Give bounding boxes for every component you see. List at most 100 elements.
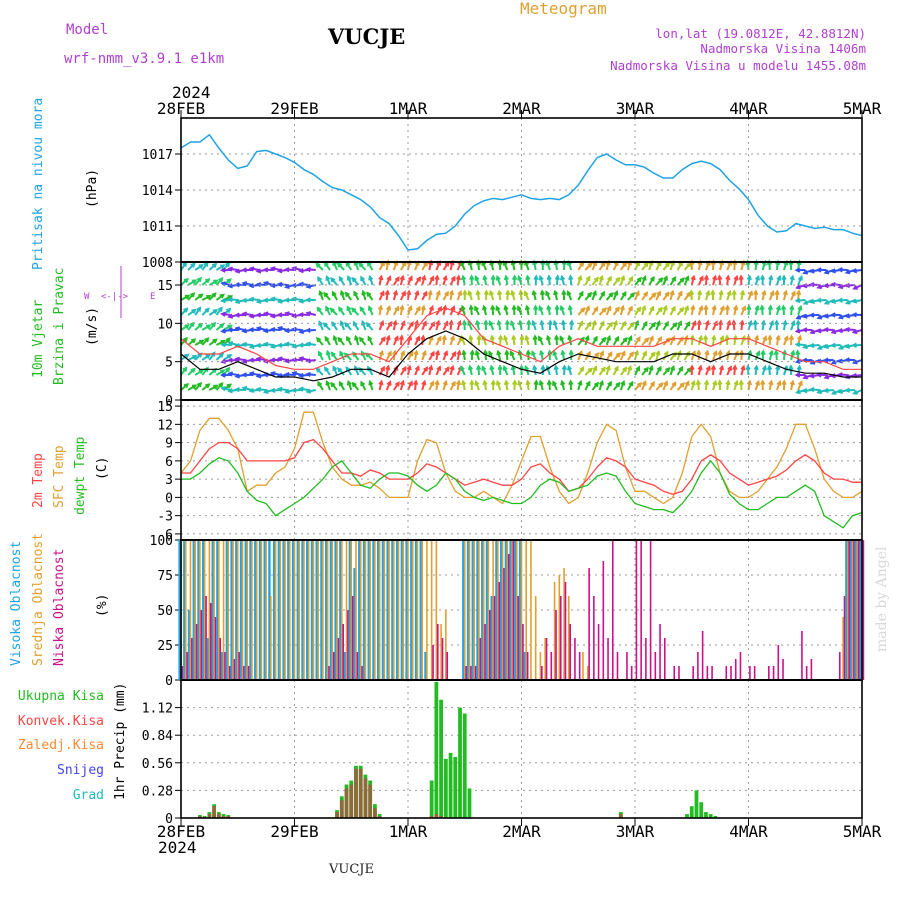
wind-arrowhead — [406, 364, 412, 371]
x-tick-label-bottom: 28FEB — [157, 822, 205, 841]
wind-arrowhead — [421, 274, 427, 281]
wind-arrowhead — [212, 309, 219, 314]
wind-arrowhead — [248, 296, 255, 302]
wind-arrowhead — [331, 321, 337, 327]
wind-arrowhead — [227, 266, 233, 272]
wind-arrowhead — [635, 365, 641, 372]
wind-arrowhead — [649, 275, 655, 282]
wind-arrowhead — [467, 289, 473, 296]
wind-arrowhead — [794, 297, 801, 304]
wind-arrowhead — [540, 364, 546, 370]
wind-arrowhead — [822, 327, 829, 333]
precip-conv-bar — [618, 814, 623, 818]
wind-arrowhead — [794, 341, 801, 348]
wind-arrowhead — [385, 364, 391, 371]
wind-arrowhead — [725, 379, 731, 386]
wind-arrowhead — [748, 290, 754, 296]
wind-arrowhead — [823, 283, 829, 289]
wind-arrowhead — [489, 364, 495, 371]
wind-arrowhead — [255, 312, 261, 318]
wind-arrowhead — [414, 365, 420, 371]
wind-arrowhead — [690, 379, 696, 386]
wind-arrowhead — [752, 319, 758, 325]
y-tick-label: 1014 — [142, 184, 173, 199]
wind-arrowhead — [739, 289, 746, 296]
wind-arrowhead — [196, 276, 202, 283]
wind-arrowhead — [802, 374, 808, 380]
wind-arrowhead — [483, 289, 489, 295]
pressure-line — [180, 133, 863, 251]
wind-arrowhead — [225, 337, 231, 343]
precip-total-bar — [713, 816, 718, 818]
wind-arrowhead — [346, 379, 352, 386]
wind-arrowhead — [698, 334, 703, 341]
plot-layer: 1008101110141017051015-6-303691215025507… — [142, 99, 882, 841]
precip-total-bar — [694, 790, 699, 818]
y-tick-label: -3 — [157, 510, 173, 525]
wind-arrowhead — [628, 275, 634, 282]
cloud-mid-label: Srednja Oblacnost — [31, 533, 46, 666]
wind-arrowhead — [338, 306, 343, 312]
wind-arrowhead — [482, 304, 488, 311]
sfc-temp-line — [180, 411, 863, 505]
wind-arrowhead — [559, 304, 565, 311]
wind-arrowhead — [598, 379, 604, 386]
wind-arrowhead — [212, 338, 218, 344]
x-tick-label-top: 4MAR — [729, 99, 768, 118]
wind-arrowhead — [704, 349, 710, 356]
wind-arrowhead — [339, 289, 345, 296]
wind-arrowhead — [844, 299, 851, 305]
wind-arrowhead — [330, 276, 336, 283]
wind-arrowhead — [703, 274, 710, 281]
wind-arrowhead — [331, 290, 337, 297]
y-tick-label: 0 — [165, 812, 173, 827]
wind-arrowhead — [442, 379, 448, 386]
wind-arrowhead — [503, 379, 510, 386]
precip-total-bar — [704, 812, 708, 818]
wind-arrowhead — [768, 379, 774, 386]
wind-arrowhead — [345, 366, 351, 372]
wind-arrowhead — [731, 289, 737, 295]
wind-arrowhead — [488, 320, 494, 326]
wind-arrowhead — [795, 284, 801, 290]
wind-arrowhead — [329, 307, 335, 313]
wind-arrowhead — [387, 350, 392, 357]
wind-arrowhead — [316, 336, 322, 343]
wind-arrowhead — [392, 289, 398, 296]
wind-arrowhead — [753, 364, 759, 371]
precip-unit: 1hr Precip (mm) — [113, 683, 128, 800]
wind-arrowhead — [808, 342, 815, 349]
wind-arrowhead — [361, 289, 367, 296]
wind-arrowhead — [255, 373, 262, 379]
wind-arrowhead — [226, 383, 233, 389]
wind-arrowhead — [291, 371, 297, 377]
wind-arrowhead — [482, 274, 488, 281]
y-tick-label: 6 — [165, 455, 173, 470]
wind-arrowhead — [753, 289, 759, 295]
wind-arrowhead — [298, 268, 304, 274]
wind-arrowhead — [183, 307, 189, 313]
wind-arrowhead — [546, 304, 552, 311]
wind-arrowhead — [684, 304, 690, 311]
y-tick-label: 3 — [165, 473, 173, 488]
wind-arrowhead — [298, 342, 304, 348]
wind-arrowhead — [196, 381, 203, 388]
wind-arrowhead — [517, 274, 523, 281]
wind-arrowhead — [560, 319, 567, 326]
elevation-label: Nadmorska Visina 1406m — [700, 41, 866, 56]
wind-arrowhead — [205, 383, 211, 389]
wind-arrowhead — [199, 339, 205, 345]
wind-arrowhead — [815, 267, 822, 273]
wind-arrowhead — [354, 334, 360, 341]
wind-arrowhead — [837, 358, 843, 364]
wind-arrowhead — [587, 367, 593, 373]
wind-arrowhead — [696, 349, 702, 355]
wind-arrowhead — [754, 304, 760, 311]
wind-arrowhead — [801, 327, 808, 333]
precip-conv-bar — [373, 808, 377, 818]
wind-arrowhead — [754, 334, 760, 341]
wind-arrowhead — [468, 334, 474, 341]
wind-arrowhead — [518, 289, 524, 296]
wind-arrowhead — [593, 276, 599, 282]
wind-arrowhead — [830, 268, 836, 274]
